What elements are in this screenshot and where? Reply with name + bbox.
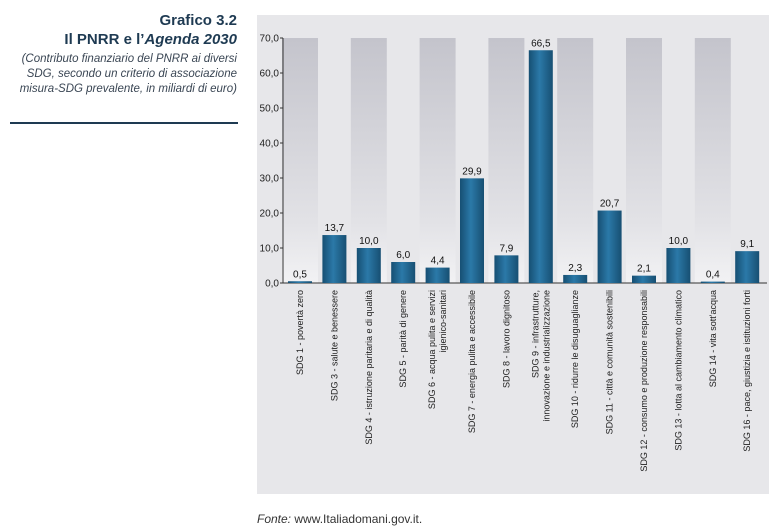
x-tick-label: SDG 13 - lotta al cambiamento climatico <box>673 290 683 451</box>
x-tick-label-line: SDG 7 - energia pulita e accessibile <box>467 290 477 433</box>
bar <box>391 262 416 283</box>
figure-subtitle: (Contributo finanziario del PNRR ai dive… <box>19 53 237 95</box>
x-tick-label-line: innovazione e industrializzazione <box>541 290 551 422</box>
y-tick-label: 40,0 <box>260 139 280 150</box>
value-label: 0,4 <box>706 270 720 281</box>
y-tick-label: 20,0 <box>260 209 280 220</box>
value-label: 4,4 <box>431 256 445 267</box>
value-labels: 0,5 13,7 10,0 6,0 4,4 29,9 7,9 66,5 2,3 20,7 2,1 10… <box>293 38 755 280</box>
x-tick-label: SDG 1 - povertà zero <box>295 290 305 375</box>
x-tick-label-line: SDG 4 - istruzione paritaria e di qualit… <box>364 290 374 445</box>
x-tick-label-line: SDG 9 - infrastrutture, <box>530 290 540 378</box>
x-tick-label: SDG 16 - pace, giustizia e istituzioni f… <box>742 290 752 452</box>
x-tick-label-line: SDG 10 - ridurre le disuguaglianze <box>570 290 580 428</box>
y-tick-label: 0,0 <box>265 279 279 290</box>
bar <box>632 275 656 283</box>
x-tick-label-line: SDG 5 - parità di genere <box>398 290 408 388</box>
bar <box>288 281 312 283</box>
figure-title: Il PNRR e l’Agenda 2030 <box>0 30 237 49</box>
bars <box>288 50 760 283</box>
x-tick-label: SDG 11 - città e comunità sostenibili <box>605 290 615 434</box>
y-tick-label: 10,0 <box>260 244 280 255</box>
background-column <box>282 38 318 283</box>
figure-header: Grafico 3.2 Il PNRR e l’Agenda 2030 (Con… <box>0 12 237 97</box>
value-label: 66,5 <box>531 38 551 49</box>
bar <box>528 50 553 283</box>
figure-number: Grafico 3.2 <box>159 12 237 29</box>
value-label: 7,9 <box>499 243 513 254</box>
value-label: 13,7 <box>325 223 345 234</box>
x-tick-label: SDG 7 - energia pulita e accessibile <box>467 290 477 433</box>
x-tick-label: SDG 14 - vita sott'acqua <box>708 290 718 387</box>
bar <box>735 251 760 283</box>
x-tick-label-line: igienico-sanitari <box>438 290 448 353</box>
y-tick-label: 30,0 <box>260 174 280 185</box>
bar <box>597 210 622 283</box>
value-label: 10,0 <box>359 236 379 247</box>
value-label: 2,3 <box>568 263 582 274</box>
x-tick-label: SDG 12 - consumo e produzione responsabi… <box>639 290 649 472</box>
source-text: www.Italiadomani.gov.it. <box>294 512 423 526</box>
value-label: 20,7 <box>600 199 620 210</box>
x-tick-label-line: SDG 8 - lavoro dignitoso <box>501 290 511 388</box>
bar <box>563 274 588 283</box>
title-divider <box>10 122 238 124</box>
x-tick-label: SDG 9 - infrastrutture,innovazione e ind… <box>530 290 551 422</box>
bar <box>356 248 381 283</box>
value-label: 2,1 <box>637 264 651 275</box>
bar <box>494 255 519 283</box>
x-tick-label: SDG 6 - acqua pulita e serviziigienico-s… <box>427 290 448 409</box>
x-tick-label: SDG 10 - ridurre le disuguaglianze <box>570 290 580 428</box>
x-tick-label-line: SDG 14 - vita sott'acqua <box>708 290 718 387</box>
bar <box>700 281 725 283</box>
background-columns <box>282 38 731 283</box>
x-tick-label-line: SDG 6 - acqua pulita e servizi <box>427 290 437 409</box>
value-label: 0,5 <box>293 269 307 280</box>
bar <box>666 248 691 283</box>
background-column <box>694 38 731 283</box>
x-tick-label-line: SDG 11 - città e comunità sostenibili <box>605 290 615 434</box>
x-tick-label-line: SDG 13 - lotta al cambiamento climatico <box>673 290 683 451</box>
background-column <box>488 38 525 283</box>
x-tick-label-line: SDG 3 - salute e benessere <box>329 290 339 401</box>
x-tick-label: SDG 3 - salute e benessere <box>329 290 339 401</box>
background-column <box>350 38 387 283</box>
source-note: Fonte: www.Italiadomani.gov.it. <box>257 512 422 526</box>
background-column <box>557 38 594 283</box>
title-italic: Agenda 2030 <box>144 31 237 48</box>
bar-chart: 0,0 10,0 20,0 30,0 40,0 50,0 60,0 70,0 0,5 13,7 1… <box>260 34 767 472</box>
title-prefix: Il PNRR e l’ <box>64 31 145 48</box>
value-label: 9,1 <box>740 239 754 250</box>
value-label: 29,9 <box>462 166 482 177</box>
value-label: 6,0 <box>396 250 410 261</box>
x-tick-label: SDG 5 - parità di genere <box>398 290 408 388</box>
value-label: 10,0 <box>669 236 689 247</box>
y-tick-label: 60,0 <box>260 69 280 80</box>
x-axis-labels: SDG 1 - povertà zero SDG 3 - salute e ben… <box>295 290 752 472</box>
x-tick-label: SDG 8 - lavoro dignitoso <box>501 290 511 388</box>
source-label: Fonte: <box>257 512 292 526</box>
background-column <box>626 38 662 283</box>
x-tick-label: SDG 4 - istruzione paritaria e di qualit… <box>364 290 374 445</box>
y-tick-label: 70,0 <box>260 34 280 45</box>
x-tick-label-line: SDG 16 - pace, giustizia e istituzioni f… <box>742 290 752 452</box>
background-column <box>419 38 456 283</box>
x-tick-label-line: SDG 12 - consumo e produzione responsabi… <box>639 290 649 472</box>
chart-panel: 0,0 10,0 20,0 30,0 40,0 50,0 60,0 70,0 0,5 13,7 1… <box>257 15 769 494</box>
bar <box>322 235 347 283</box>
bar <box>425 267 450 283</box>
x-tick-label-line: SDG 1 - povertà zero <box>295 290 305 375</box>
bar <box>460 178 484 283</box>
y-tick-label: 50,0 <box>260 104 280 115</box>
